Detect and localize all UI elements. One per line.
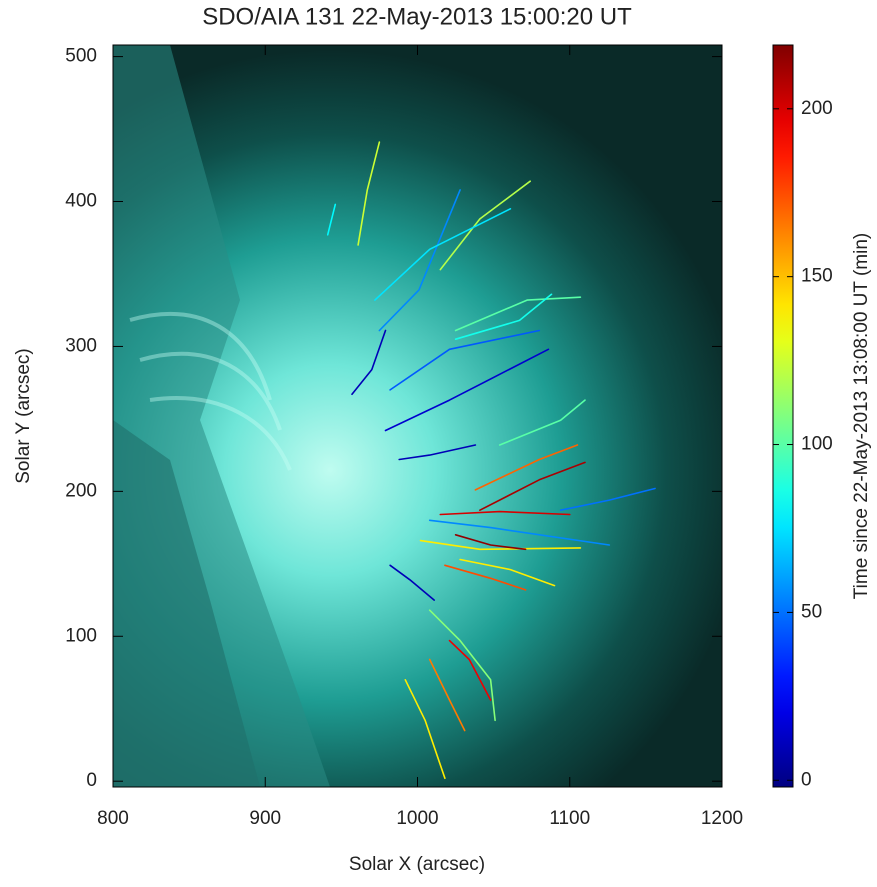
chart-title: SDO/AIA 131 22-May-2013 15:00:20 UT — [202, 3, 632, 30]
colorbar-tick-label: 0 — [801, 769, 812, 790]
x-tick-label: 800 — [97, 808, 129, 829]
y-tick-label: 200 — [65, 480, 97, 501]
y-tick-label: 400 — [65, 191, 97, 212]
x-tick-label: 1100 — [549, 808, 590, 829]
colorbar-tick-label: 150 — [801, 266, 833, 287]
page: {"chart_data": { "type": "tracks", "titl… — [0, 0, 877, 882]
colorbar-tick-label: 200 — [801, 98, 833, 119]
y-tick-label: 300 — [65, 335, 97, 356]
colorbar-tick-label: 50 — [801, 601, 822, 622]
y-axis-label: Solar Y (arcsec) — [13, 348, 34, 484]
chart: SDO/AIA 131 22-May-2013 15:00:20 UT Sola… — [0, 0, 877, 882]
colorbar-label: Time since 22-May-2013 13:08:00 UT (min) — [851, 233, 872, 599]
y-tick-label: 100 — [65, 625, 97, 646]
x-tick-label: 1000 — [396, 808, 438, 829]
y-tick-label: 0 — [86, 770, 97, 791]
x-axis-label: Solar X (arcsec) — [349, 854, 485, 875]
x-tick-label: 900 — [249, 808, 281, 829]
colorbar-tick-label: 100 — [801, 434, 833, 455]
y-tick-label: 500 — [65, 46, 97, 67]
colorbar — [773, 45, 793, 787]
x-tick-label: 1200 — [701, 808, 743, 829]
